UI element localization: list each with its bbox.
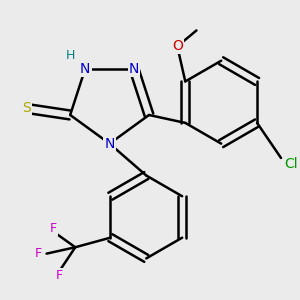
Text: F: F [35,247,42,260]
Text: N: N [80,61,90,76]
Text: F: F [56,269,63,282]
Text: F: F [50,222,56,235]
Text: N: N [104,136,115,151]
Text: O: O [172,39,183,53]
Text: Cl: Cl [284,157,297,171]
Text: N: N [129,61,139,76]
Text: S: S [22,101,30,116]
Text: H: H [66,50,76,62]
